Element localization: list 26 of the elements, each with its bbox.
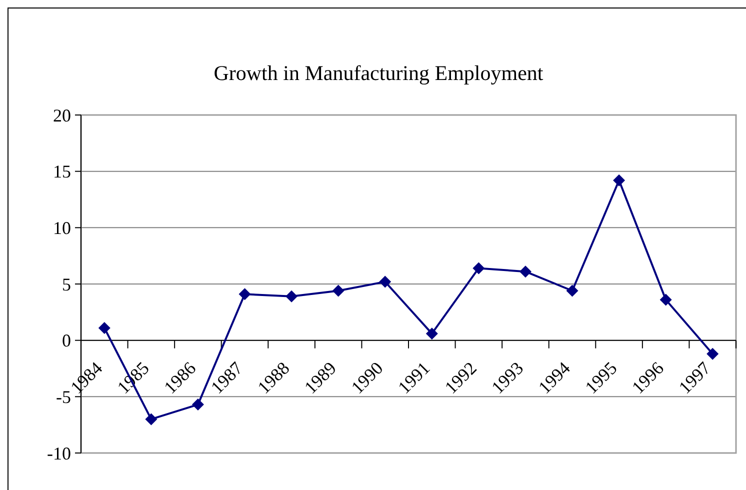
chart-title: Growth in Manufacturing Employment (214, 61, 544, 85)
point (613, 174, 626, 186)
point (426, 328, 438, 340)
point (706, 348, 719, 360)
point (472, 262, 485, 274)
point (660, 294, 672, 306)
y-tick-label: 20 (53, 105, 71, 126)
y-tick-label: 15 (53, 162, 71, 182)
x-tick-label: 1990 (347, 358, 387, 398)
point (379, 276, 392, 288)
y-tick-label: -10 (47, 443, 71, 464)
y-tick-label: 5 (62, 274, 71, 294)
point (192, 398, 204, 411)
point (238, 288, 251, 300)
point (145, 413, 158, 426)
x-tick-label: 1989 (300, 358, 340, 398)
y-tick-label: -5 (56, 386, 71, 407)
point (98, 322, 110, 334)
y-tick-label: 10 (53, 218, 71, 238)
point (332, 284, 344, 297)
point (519, 266, 532, 278)
point (286, 290, 298, 302)
y-tick-label: 0 (62, 330, 71, 351)
point (566, 284, 578, 297)
x-tick-label: 1992 (440, 358, 480, 398)
x-tick-label: 1991 (394, 358, 434, 398)
